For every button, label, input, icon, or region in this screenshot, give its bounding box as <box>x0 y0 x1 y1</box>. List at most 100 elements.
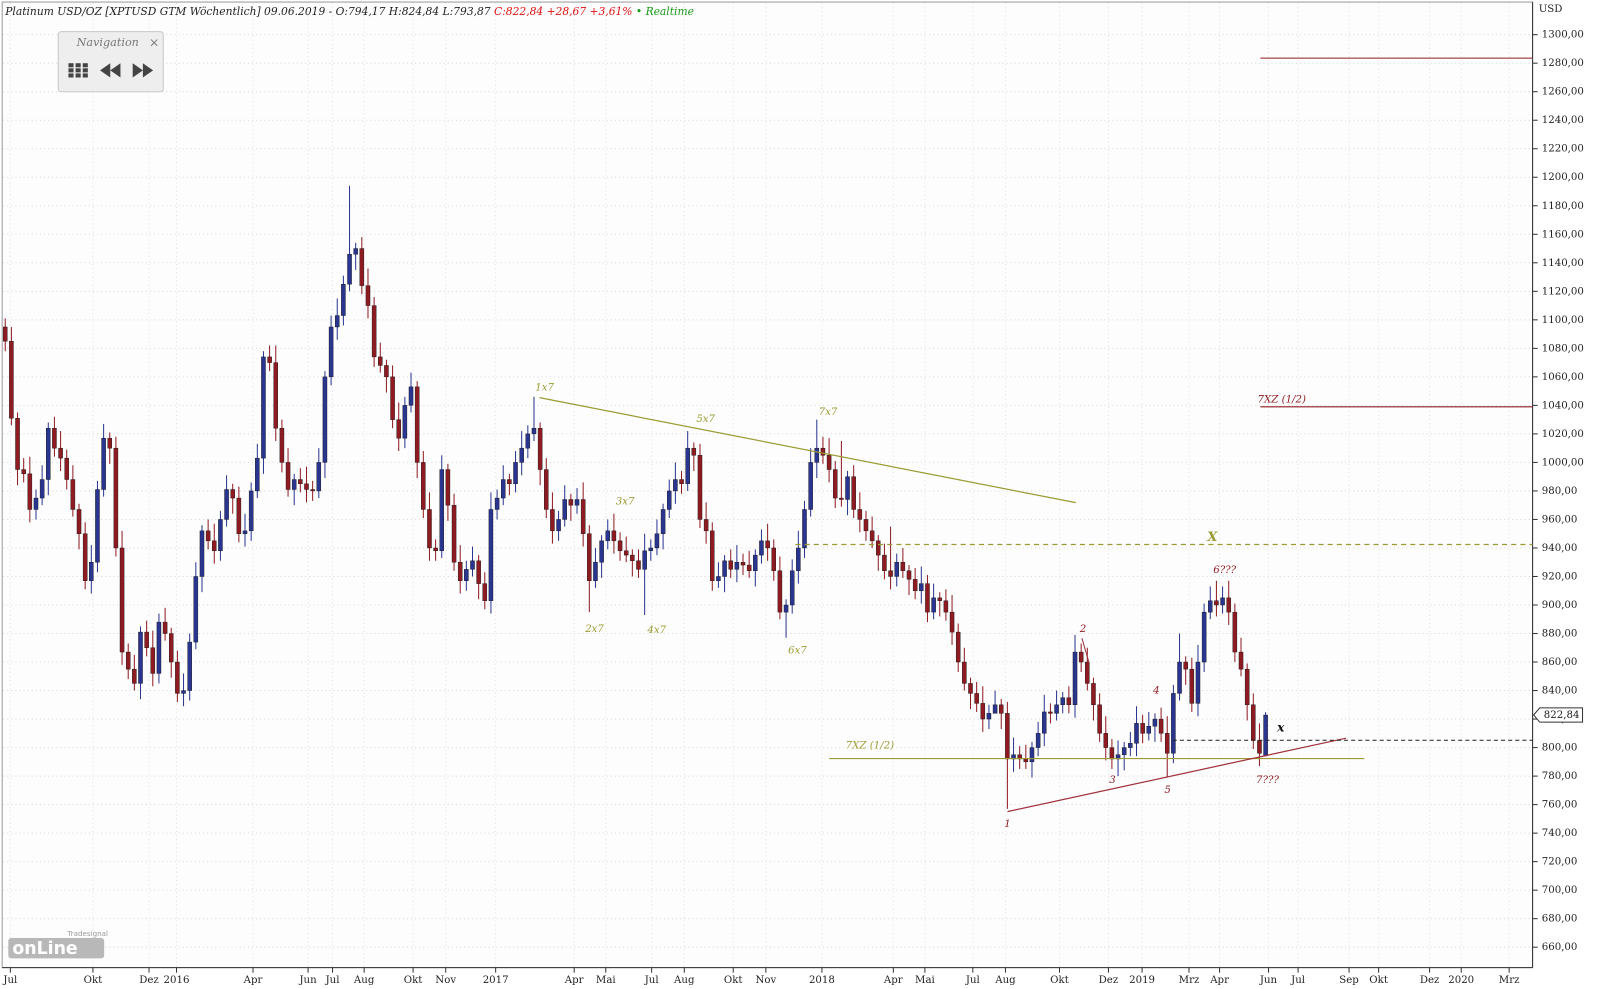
y-tick-label: 1060,00 <box>1542 372 1584 383</box>
price-label: 822,84 <box>1544 710 1580 721</box>
y-unit: USD <box>1539 4 1563 15</box>
candle-body <box>70 479 76 510</box>
y-tick-label: 680,00 <box>1542 914 1578 925</box>
candle-body <box>1103 733 1108 748</box>
annotation: 2 <box>1079 624 1086 635</box>
candle-body <box>144 631 149 648</box>
candle-body <box>1152 718 1158 727</box>
candle-body <box>666 490 672 510</box>
candle-body <box>224 489 229 520</box>
candle-body <box>64 457 69 480</box>
candle-body <box>205 530 211 542</box>
candle-body <box>1140 723 1145 734</box>
candle-body <box>1023 758 1029 763</box>
candle-body <box>408 386 414 406</box>
x-tick-label: Jul <box>1290 975 1305 986</box>
candle-body <box>580 499 586 534</box>
candle-body <box>15 418 20 470</box>
x-tick-label: Dez <box>1099 975 1119 986</box>
nav-forward[interactable] <box>132 63 154 78</box>
candle-body <box>673 479 678 492</box>
candle-body <box>998 704 1004 714</box>
candle-body <box>574 499 580 506</box>
candle-body <box>1048 711 1053 714</box>
x-tick-label: Okt <box>404 975 424 986</box>
candle-body <box>808 462 813 510</box>
logo: Tradesignal onLine <box>8 929 108 959</box>
candle-body <box>162 621 168 634</box>
nav-close[interactable]: × <box>149 35 159 49</box>
candle-body <box>138 631 143 684</box>
annotations: 1x7 3x7 2x7 4x7 5x7 6x7 7x7 X 6??? 2 4 3 5 1 7??? x 7XZ … <box>535 382 1306 829</box>
annotation: X <box>1206 530 1218 545</box>
nav-title: Navigation <box>76 36 139 49</box>
candle-body <box>900 562 906 571</box>
drawings <box>539 57 1533 813</box>
candle-body <box>218 519 223 552</box>
y-tick-label: 1280,00 <box>1542 58 1584 69</box>
candle-body <box>414 386 420 463</box>
candle-body <box>703 519 709 532</box>
annotation: 1x7 <box>535 382 554 393</box>
x-tick-label: Jun <box>298 975 317 986</box>
candle-body <box>359 248 365 286</box>
candle-body <box>912 579 918 591</box>
candle-body <box>433 547 438 552</box>
candle-body <box>1121 747 1127 755</box>
candle-body <box>937 597 942 601</box>
candle-body <box>759 540 764 556</box>
y-tick-label: 980,00 <box>1542 486 1578 497</box>
candle-body <box>869 530 875 542</box>
candle-body <box>236 497 242 534</box>
candle-body <box>242 530 248 534</box>
candle-body <box>722 560 727 577</box>
candle-body <box>1226 597 1231 613</box>
nav-grid-icon[interactable] <box>68 63 88 78</box>
candle-body <box>962 661 967 684</box>
y-tick-label: 1140,00 <box>1542 258 1584 269</box>
x-tick-label: Aug <box>353 975 375 986</box>
x-tick-label: Mai <box>915 975 936 986</box>
annotation: 3 <box>1109 775 1115 786</box>
y-tick-label: 920,00 <box>1542 571 1578 582</box>
candle-body <box>1054 704 1059 714</box>
y-tick-label: 1040,00 <box>1542 400 1584 411</box>
candle-body <box>402 405 408 439</box>
candle-body <box>107 437 113 449</box>
candle-body <box>316 462 322 492</box>
candle-body <box>1263 714 1268 757</box>
candle-body <box>39 479 45 499</box>
candle-body <box>328 326 334 378</box>
candle-body <box>765 540 770 549</box>
x-tick-label: Aug <box>994 975 1016 986</box>
candle-body <box>187 641 192 691</box>
candle-body <box>679 479 684 485</box>
candle-body <box>556 519 561 532</box>
candle-body <box>1035 733 1041 748</box>
candle-body <box>544 469 549 510</box>
candle-body <box>279 427 285 463</box>
candle-body <box>986 713 992 720</box>
candle-body <box>181 690 186 694</box>
price-marker <box>1532 707 1584 723</box>
y-tick-label: 900,00 <box>1542 600 1578 611</box>
candle-body <box>839 497 844 500</box>
candle-body <box>1171 693 1176 754</box>
annotation: 5x7 <box>696 414 715 425</box>
candle-body <box>304 483 309 490</box>
candle-body <box>820 447 826 456</box>
x-tick-label: Sep <box>1339 975 1359 986</box>
candle-body <box>746 564 752 571</box>
candle-body <box>630 554 635 562</box>
candle-body <box>1060 697 1065 706</box>
candle-body <box>298 479 303 485</box>
navigation-panel[interactable]: Navigation × <box>57 31 164 93</box>
candle-body <box>199 530 205 577</box>
y-tick-label: 960,00 <box>1542 514 1578 525</box>
x-tick-label: Jun <box>1259 975 1278 986</box>
x-tick-label: Mai <box>596 975 617 986</box>
annotation: 7XZ (1/2) <box>846 739 894 751</box>
candle-body <box>888 570 893 577</box>
logo-brand: Tradesignal <box>66 929 108 938</box>
candle-body <box>1072 651 1078 706</box>
